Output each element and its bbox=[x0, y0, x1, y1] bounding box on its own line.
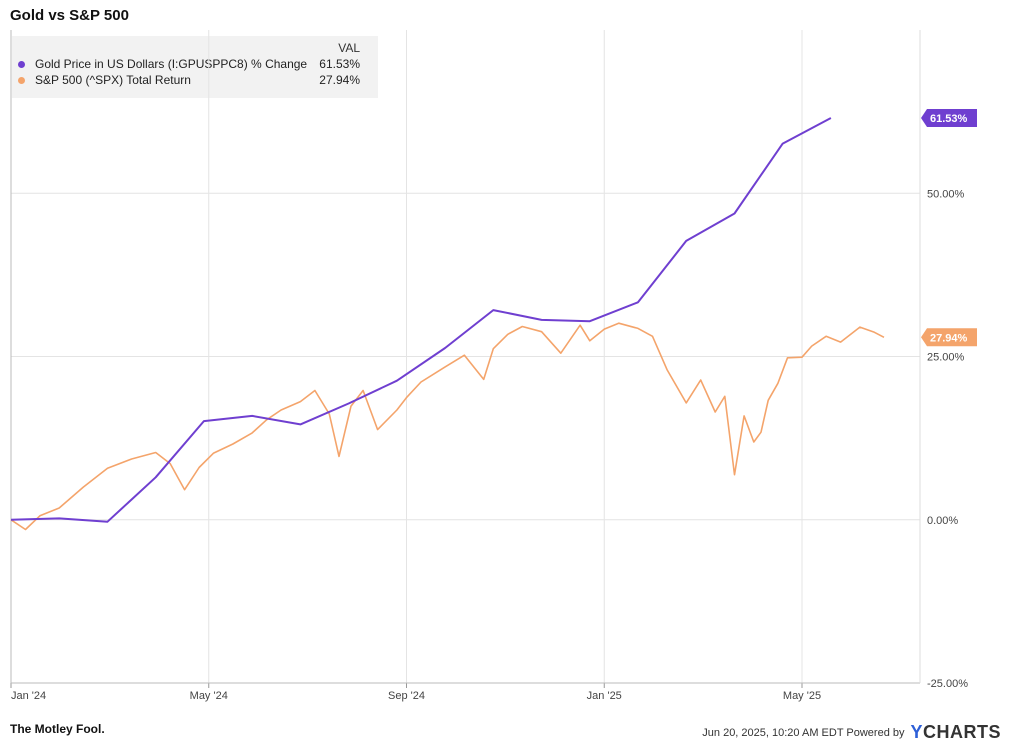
gold-value-tag bbox=[921, 108, 977, 127]
legend: VAL Gold Price in US Dollars (I:GPUSPPC8… bbox=[12, 36, 378, 98]
x-tick-label: Sep '24 bbox=[388, 690, 425, 702]
legend-dot-spx bbox=[18, 76, 25, 84]
legend-value-spx: 27.94% bbox=[319, 73, 360, 87]
legend-value-gold: 61.53% bbox=[319, 57, 360, 71]
legend-item-gold[interactable]: Gold Price in US Dollars (I:GPUSPPC8) % … bbox=[18, 56, 360, 72]
y-tick-label: -25.00% bbox=[927, 678, 968, 690]
legend-label-spx: S&P 500 (^SPX) Total Return bbox=[35, 73, 191, 87]
gold-series-line bbox=[10, 117, 832, 523]
legend-header: VAL bbox=[338, 41, 360, 55]
timestamp: Jun 20, 2025, 10:20 AM EDT Powered by bbox=[702, 726, 905, 739]
y-tick-label: 0.00% bbox=[927, 515, 958, 527]
x-tick-label: Jan '24 bbox=[11, 690, 46, 702]
legend-label-gold: Gold Price in US Dollars (I:GPUSPPC8) % … bbox=[35, 57, 308, 71]
footer-credit: Jun 20, 2025, 10:20 AM EDT Powered by YC… bbox=[702, 722, 1001, 743]
motley-fool-logo: The Motley Fool. bbox=[10, 722, 105, 736]
legend-dot-gold bbox=[18, 60, 25, 68]
y-tick-label: 25.00% bbox=[927, 352, 965, 364]
y-tick-label: 50.00% bbox=[927, 188, 965, 200]
chart-title: Gold vs S&P 500 bbox=[10, 7, 129, 24]
spx-value-tag-label: 27.94% bbox=[930, 332, 968, 344]
gold-value-tag-label: 61.53% bbox=[930, 113, 968, 125]
x-tick-label: May '24 bbox=[190, 690, 228, 702]
legend-item-spx[interactable]: S&P 500 (^SPX) Total Return 27.94% bbox=[18, 72, 360, 88]
x-tick-label: May '25 bbox=[783, 690, 821, 702]
spx-series-line bbox=[10, 322, 885, 531]
spx-value-tag bbox=[921, 328, 977, 347]
ycharts-logo: YCHARTS bbox=[910, 722, 1001, 742]
x-tick-label: Jan '25 bbox=[587, 690, 622, 702]
